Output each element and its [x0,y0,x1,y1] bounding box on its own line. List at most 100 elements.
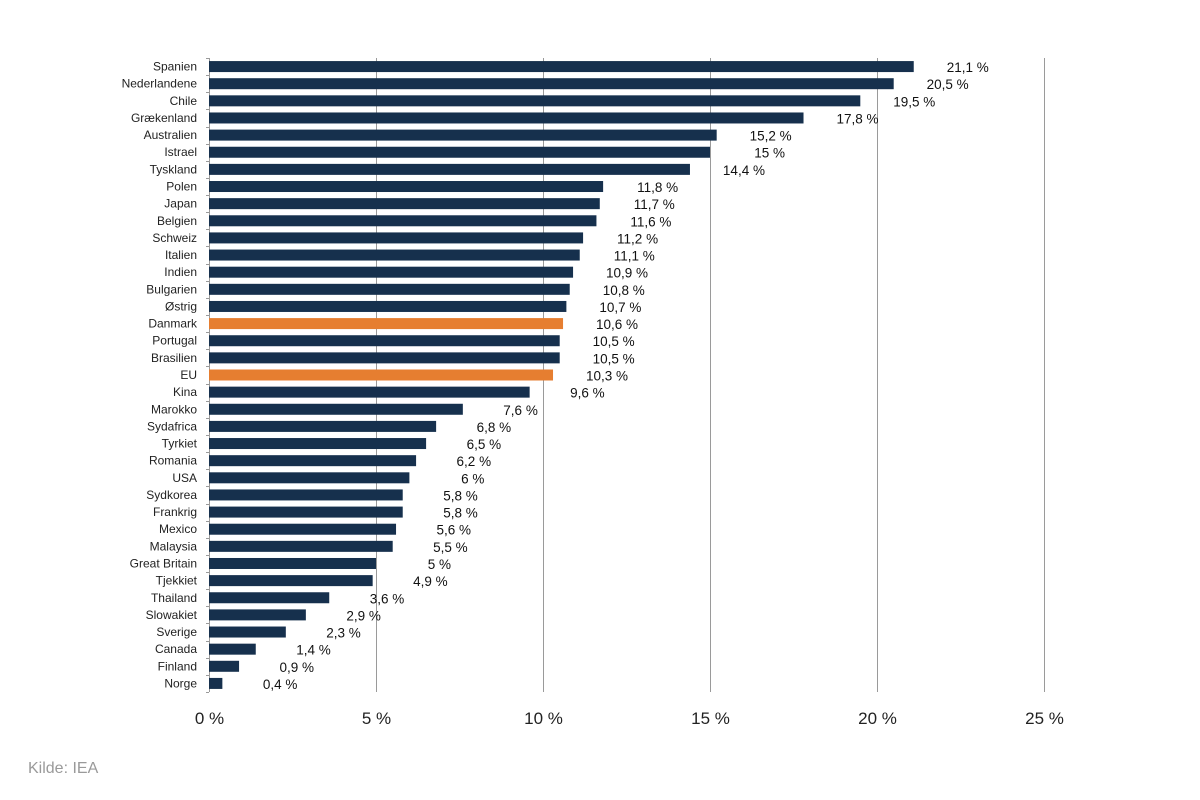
value-label: 15,2 % [750,129,792,144]
value-label: 5,8 % [443,506,478,521]
category-label: Mexico [159,522,197,536]
category-label: Romania [149,454,197,468]
value-label: 0,4 % [263,677,298,692]
value-label: 11,2 % [617,231,658,246]
value-label: 11,8 % [637,180,678,195]
category-label: Finland [158,659,197,673]
value-label: 10,6 % [596,317,638,332]
bar [209,677,223,689]
category-label: Italien [165,248,197,262]
category-label: Bulgarien [146,282,197,296]
bar [209,335,560,347]
bar [209,215,597,227]
category-label: Tyrkiet [162,437,198,451]
bar [209,643,256,655]
value-label: 5 % [428,557,451,572]
category-label: Japan [164,197,197,211]
value-label: 10,5 % [593,334,635,349]
x-tick-label: 10 % [524,709,563,728]
value-label: 14,4 % [723,163,765,178]
bar [209,420,437,432]
category-label: Slowakiet [146,608,198,622]
value-label: 19,5 % [893,94,935,109]
bar [209,386,530,398]
source-note: Kilde: IEA [28,760,99,777]
bar [209,626,286,638]
bar [209,300,567,312]
bar [209,489,403,501]
value-label: 11,6 % [630,214,671,229]
value-label: 6,8 % [477,420,512,435]
category-label: Schweiz [152,231,197,245]
bar [209,112,804,124]
bars [209,61,914,689]
value-label: 17,8 % [836,111,878,126]
bar [209,95,861,107]
bar [209,540,393,552]
category-label: Polen [166,180,197,194]
category-label: Kina [173,385,197,399]
category-label: Spanien [153,60,197,74]
category-label: USA [172,471,197,485]
value-label: 5,6 % [437,523,472,538]
bar [209,78,894,90]
bar [209,403,463,415]
value-label: 7,6 % [503,403,538,418]
value-label: 6,5 % [467,437,502,452]
value-label: 10,3 % [586,369,628,384]
value-label: 0,9 % [280,660,315,675]
bar [209,266,574,278]
bar [209,455,417,467]
category-label: Grækenland [131,111,197,125]
category-label: Norge [164,676,197,690]
category-label: Istrael [164,145,197,159]
bar [209,523,397,535]
value-label: 6 % [461,471,484,486]
category-label: Marokko [151,402,197,416]
value-label: 1,4 % [296,643,331,658]
value-label: 2,3 % [326,626,361,641]
bar [209,232,584,244]
category-label: Frankrig [153,505,197,519]
bar [209,181,604,193]
category-label: Malaysia [150,539,198,553]
category-label: Sydkorea [146,488,197,502]
category-label: EU [180,368,197,382]
x-tick-label: 20 % [858,709,897,728]
value-label: 5,5 % [433,540,468,555]
category-label: Great Britain [130,556,197,570]
value-labels: 21,1 % 20,5 % 19,5 % 17,8 % 15,2 % 15 % 14,4 %… [263,60,989,692]
x-tick-label: 0 % [195,709,224,728]
value-label: 11,1 % [614,249,655,264]
bar [209,198,600,210]
x-tick-label: 15 % [691,709,730,728]
value-label: 21,1 % [947,60,989,75]
category-label: Danmark [148,317,198,331]
bar [209,352,560,364]
value-label: 10,9 % [606,266,648,281]
bar [209,146,710,158]
value-label: 11,7 % [634,197,675,212]
category-label: Østrig [165,299,197,313]
bar [209,129,717,141]
value-label: 10,8 % [603,283,645,298]
bar [209,163,690,175]
category-label: Thailand [151,591,197,605]
value-label: 20,5 % [927,77,969,92]
x-tick-label: 25 % [1025,709,1064,728]
category-label: Australien [144,128,197,142]
category-label: Canada [155,642,197,656]
x-tick-label: 5 % [362,709,391,728]
category-labels: Spanien Nederlandene Chile Grækenland Austra… [122,60,198,691]
bar [209,592,330,604]
bar [209,506,403,518]
value-label: 9,6 % [570,386,605,401]
value-label: 15 % [754,146,785,161]
category-label: Belgien [157,214,197,228]
value-label: 10,5 % [593,351,635,366]
bar [209,369,554,381]
value-label: 3,6 % [370,591,405,606]
bar [209,660,240,672]
category-label: Sverige [156,625,197,639]
